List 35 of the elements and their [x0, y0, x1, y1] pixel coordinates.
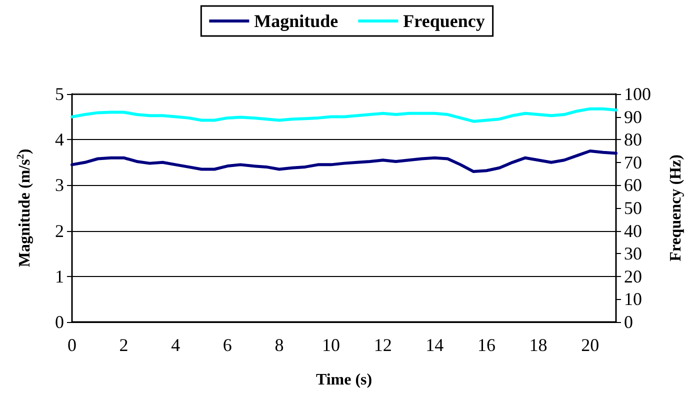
y2-tick-label: 60: [624, 175, 642, 196]
x-tick-label: 20: [581, 335, 600, 355]
x-axis-title: Time (s): [316, 372, 372, 388]
y-tick-label: 2: [55, 220, 64, 241]
y2-tick-label: 80: [624, 130, 642, 150]
legend-label: Frequency: [403, 11, 485, 31]
x-tick-label: 0: [68, 335, 76, 355]
y-tick-label: 3: [55, 175, 64, 196]
y-tick-label: 1: [55, 266, 64, 286]
y-tick-label: 0: [55, 312, 64, 332]
x-tick-label: 12: [374, 335, 392, 355]
line-series: [70, 107, 618, 123]
y2-axis-title: Frequency (Hz): [668, 154, 684, 262]
x-tick-label: 18: [529, 335, 548, 355]
y2-tick-label: 10: [624, 289, 642, 310]
x-tick-label: 16: [477, 335, 496, 355]
y2-tick-label: 30: [624, 244, 642, 264]
y2-tick-label: 70: [624, 152, 642, 172]
y-tick-label: 4: [55, 130, 64, 150]
x-tick-label: 6: [222, 335, 232, 355]
y-axis-title: Magnitude (m/s2): [16, 148, 34, 268]
x-tick-label: 2: [119, 335, 128, 355]
y2-tick-label: 40: [624, 220, 642, 241]
x-tick-label: 14: [426, 335, 444, 355]
x-tick-label: 4: [171, 335, 180, 355]
line-series: [70, 150, 618, 174]
y2-tick-label: 20: [624, 266, 642, 286]
x-tick-label: 8: [274, 335, 284, 355]
x-tick-label: 10: [322, 335, 340, 355]
y-tick-label: 5: [55, 84, 64, 104]
y2-tick-label: 100: [624, 84, 651, 104]
y2-tick-label: 50: [624, 198, 642, 218]
y2-tick-label: 0: [624, 312, 633, 332]
legend-label: Magnitude: [254, 11, 338, 31]
y2-tick-label: 90: [624, 106, 642, 127]
